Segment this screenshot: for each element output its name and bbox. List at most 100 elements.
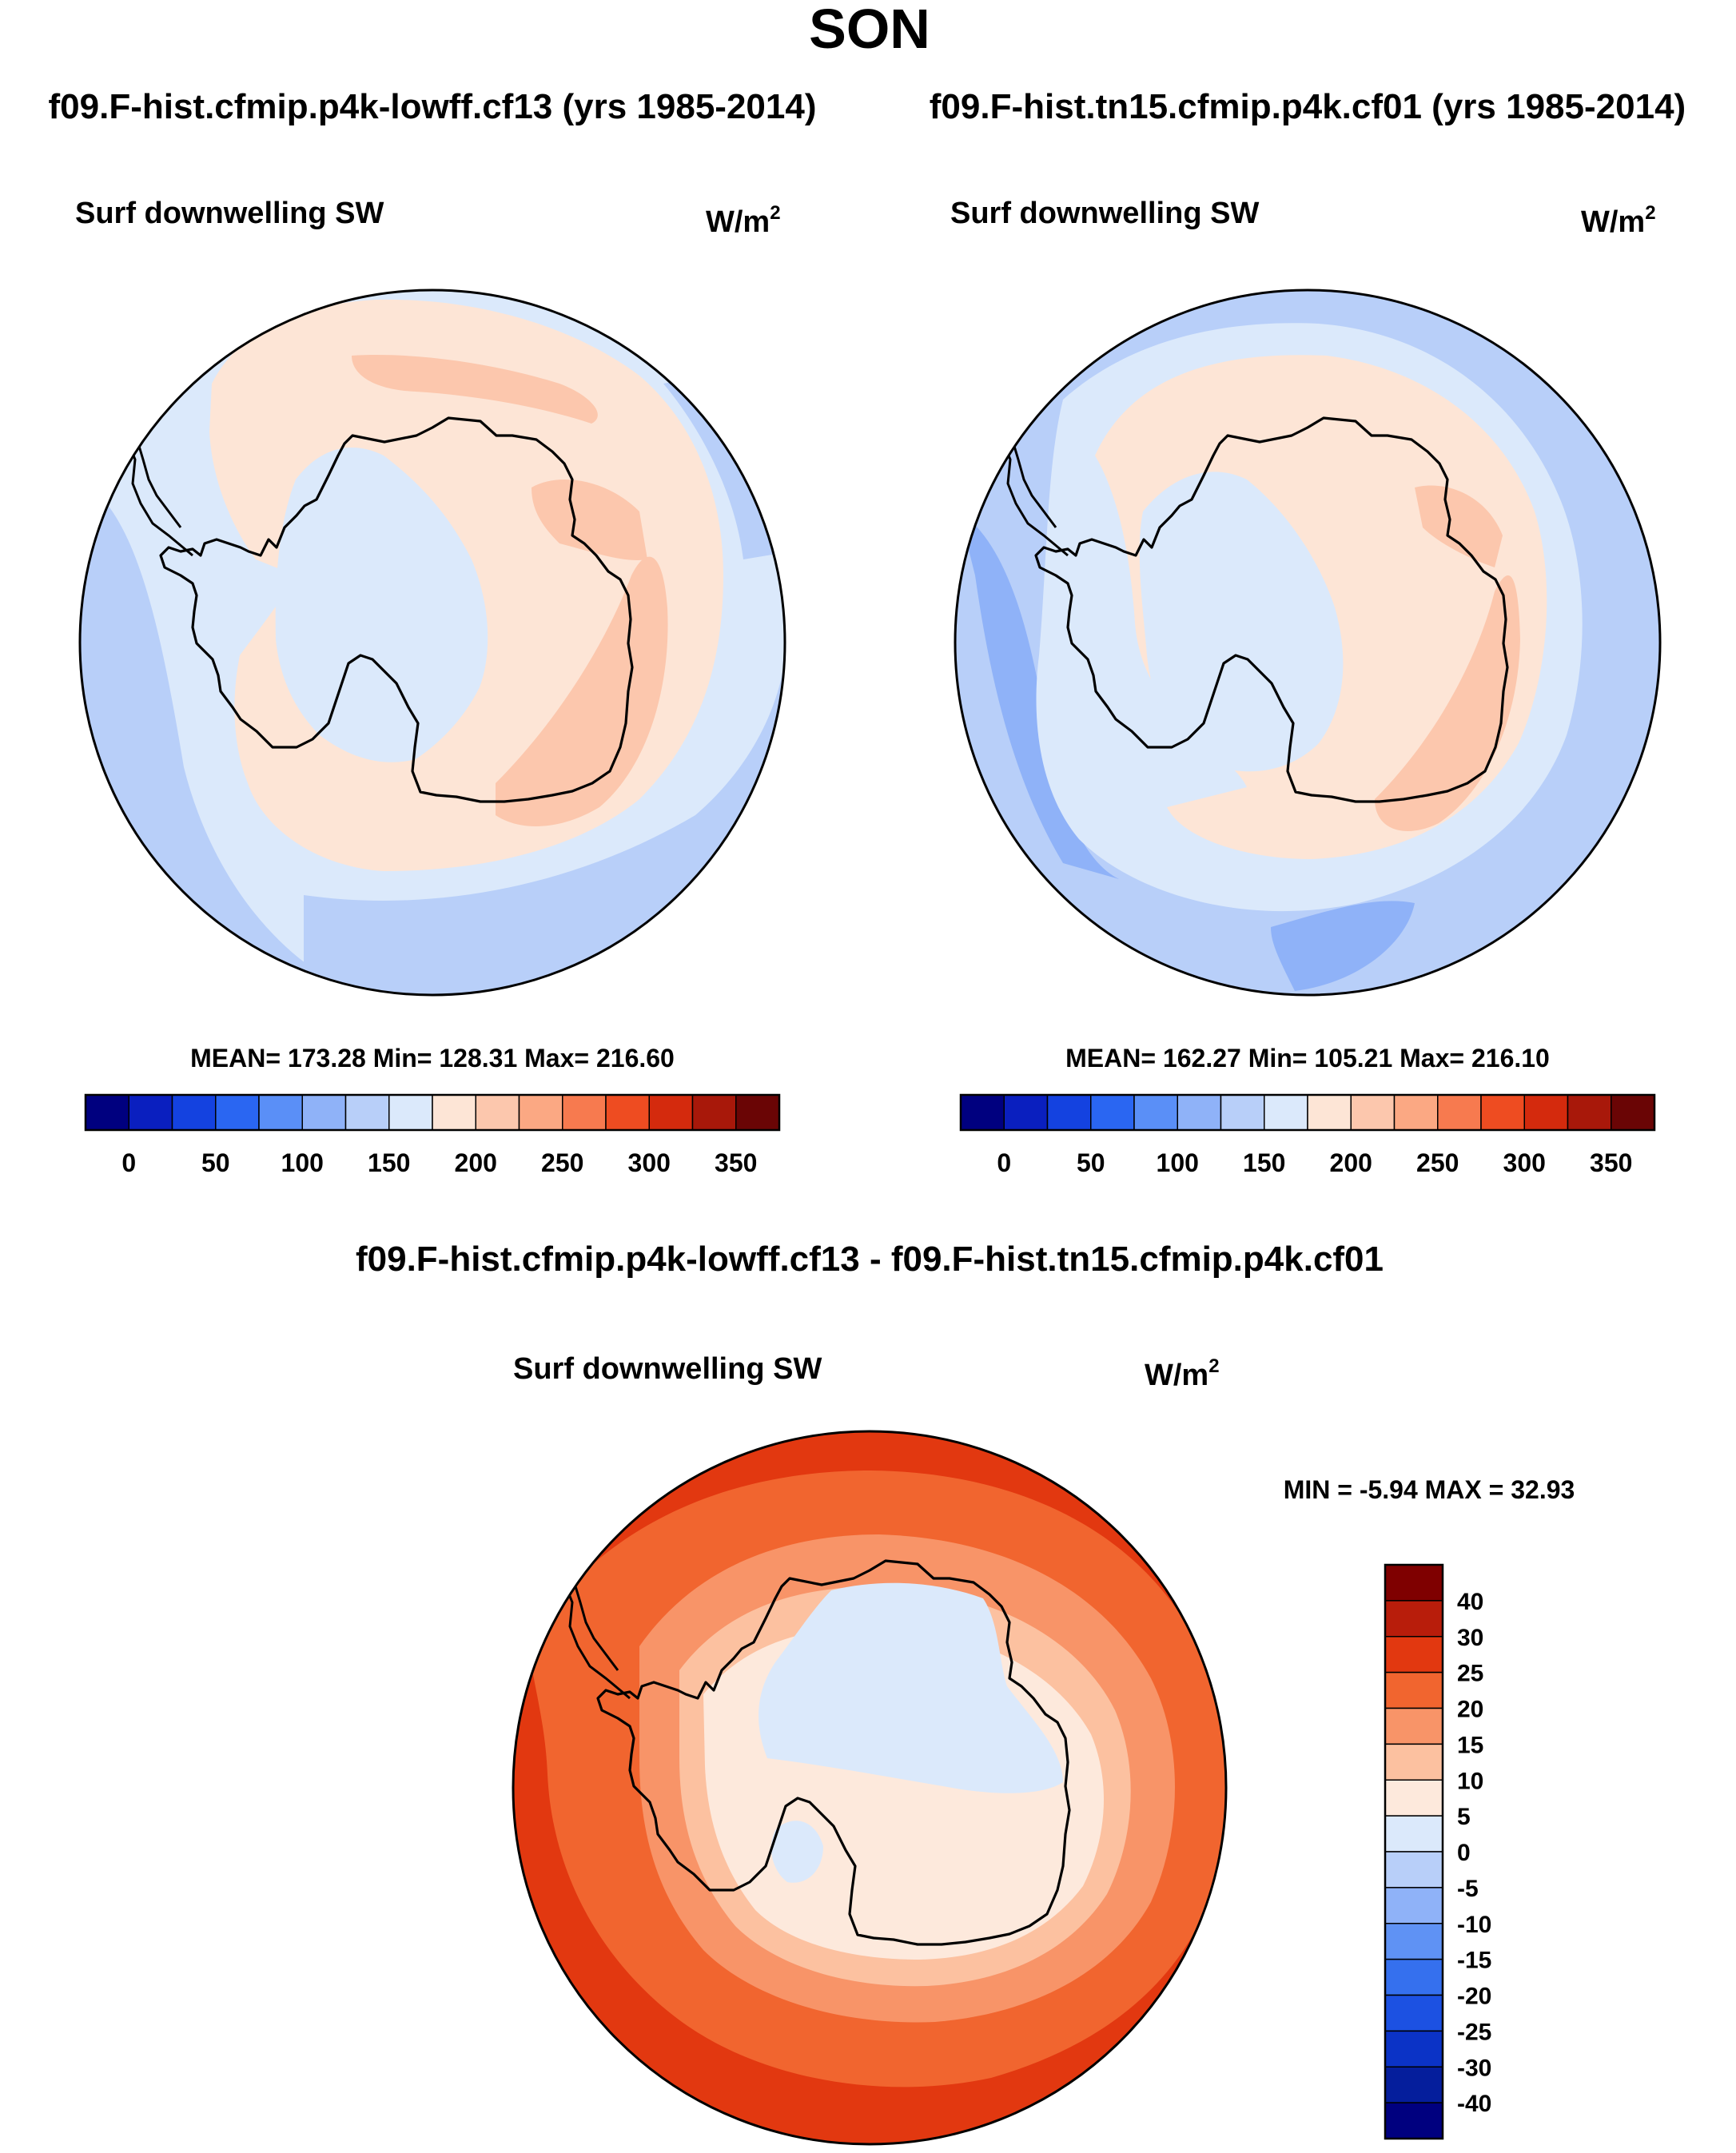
colorbar-swatch <box>258 1094 303 1131</box>
colorbar-swatch <box>1393 1094 1439 1131</box>
colorbar-swatch <box>301 1094 347 1131</box>
colorbar-swatch <box>605 1094 650 1131</box>
colorbar-swatch <box>128 1094 173 1131</box>
colorbar-tick-label: 100 <box>1157 1148 1199 1177</box>
colorbar-tick-label: 5 <box>1457 1804 1471 1830</box>
stats-right: MEAN= 162.27 Min= 105.21 Max= 216.10 <box>1065 1044 1550 1073</box>
colorbar-swatch <box>1523 1094 1569 1131</box>
colorbar-tick-label: -10 <box>1457 1912 1491 1938</box>
colorbar-swatch <box>1384 1851 1443 1888</box>
colorbar-swatch <box>1384 1923 1443 1960</box>
colorbar-tick-label: 200 <box>455 1148 497 1177</box>
polar-map-left <box>80 290 785 995</box>
colorbar-tick-label: 15 <box>1457 1732 1483 1758</box>
units-label-diff: W/m2 <box>1145 1355 1220 1392</box>
colorbar-left: 0 50 100 150 200 250 300 350 <box>84 1093 781 1177</box>
colorbar-swatch <box>432 1094 476 1131</box>
colorbar-swatch <box>1177 1094 1222 1131</box>
colorbar-tick-label: 10 <box>1457 1768 1483 1794</box>
colorbar-tick-label: 350 <box>1590 1148 1632 1177</box>
colorbar-swatch <box>1090 1094 1135 1131</box>
colorbar-tick-label: 50 <box>1077 1148 1105 1177</box>
colorbar-swatch <box>85 1094 129 1131</box>
colorbar-swatch <box>215 1094 260 1131</box>
colorbar-swatch <box>1437 1094 1482 1131</box>
colorbar-swatch <box>518 1094 563 1131</box>
colorbar-swatch <box>1384 1743 1443 1781</box>
colorbar-swatch <box>1384 2066 1443 2103</box>
polar-map-diff <box>513 1431 1226 2144</box>
colorbar-swatch <box>1384 1636 1443 1673</box>
colorbar-swatch <box>735 1094 780 1131</box>
colorbar-tick-label: 300 <box>628 1148 671 1177</box>
colorbar-tick-label: 350 <box>715 1148 757 1177</box>
colorbar-diff: 40 30 25 20 15 10 5 0 -5 -10 -15 -20 -25 -30 -40 <box>1384 1563 1491 2140</box>
units-label-left: W/m2 <box>706 202 781 239</box>
colorbar-swatch <box>1384 1994 1443 2032</box>
colorbar-swatch <box>1384 1707 1443 1745</box>
colorbar-swatch <box>1384 2030 1443 2067</box>
colorbar-swatch <box>648 1094 694 1131</box>
colorbar-swatch <box>1480 1094 1525 1131</box>
colorbar-tick-label: 30 <box>1457 1625 1483 1651</box>
map-panel-left: Surf downwelling SW W/m2 MEAN= 173.28 Mi… <box>75 197 786 1177</box>
map-panel-right: Surf downwelling SW W/m2 MEAN= 162.27 Mi… <box>950 197 1662 1177</box>
colorbar-swatch <box>1307 1094 1352 1131</box>
colorbar-tick-label: 200 <box>1330 1148 1372 1177</box>
colorbar-swatch <box>1133 1094 1178 1131</box>
colorbar-tick-label: 0 <box>997 1148 1011 1177</box>
colorbar-swatch <box>1264 1094 1308 1131</box>
colorbar-tick-label: -40 <box>1457 2091 1491 2117</box>
units-label-right: W/m2 <box>1581 202 1656 239</box>
colorbar-swatch <box>1384 1779 1443 1817</box>
colorbar-right: 0 50 100 150 200 250 300 350 <box>959 1093 1656 1177</box>
colorbar-swatch <box>344 1094 390 1131</box>
colorbar-swatch <box>1046 1094 1092 1131</box>
colorbar-swatch <box>960 1094 1005 1131</box>
colorbar-tick-label: 150 <box>368 1148 410 1177</box>
colorbar-swatch <box>1220 1094 1265 1131</box>
colorbar-swatch <box>1384 1564 1443 1602</box>
polar-map-right <box>955 290 1660 995</box>
colorbar-tick-label: 250 <box>1416 1148 1459 1177</box>
colorbar-swatch <box>388 1094 433 1131</box>
colorbar-tick-label: 0 <box>1457 1840 1471 1866</box>
colorbar-swatch <box>562 1094 607 1131</box>
colorbar-swatch <box>1350 1094 1396 1131</box>
stats-left: MEAN= 173.28 Min= 128.31 Max= 216.60 <box>190 1044 675 1073</box>
colorbar-tick-label: 250 <box>541 1148 583 1177</box>
variable-label-left: Surf downwelling SW <box>75 197 384 230</box>
colorbar-tick-label: 25 <box>1457 1661 1483 1687</box>
colorbar-tick-label: 50 <box>201 1148 230 1177</box>
colorbar-swatch <box>1567 1094 1612 1131</box>
colorbar-swatch <box>1384 1887 1443 1924</box>
case-title-diff: f09.F-hist.cfmip.p4k-lowff.cf13 - f09.F-… <box>356 1240 1384 1279</box>
colorbar-tick-label: 0 <box>121 1148 136 1177</box>
colorbar-swatch <box>1384 2102 1443 2139</box>
variable-label-diff: Surf downwelling SW <box>513 1352 822 1386</box>
colorbar-tick-label: 40 <box>1457 1589 1483 1615</box>
colorbar-tick-label: -15 <box>1457 1948 1491 1974</box>
case-title-right: f09.F-hist.tn15.cfmip.p4k.cf01 (yrs 1985… <box>930 87 1686 126</box>
colorbar-tick-label: -25 <box>1457 2019 1491 2045</box>
case-title-left: f09.F-hist.cfmip.p4k-lowff.cf13 (yrs 198… <box>49 87 817 126</box>
colorbar-swatch <box>1384 1958 1443 1996</box>
colorbar-tick-label: 100 <box>281 1148 324 1177</box>
colorbar-tick-label: 20 <box>1457 1697 1483 1723</box>
colorbar-swatch <box>1611 1094 1655 1131</box>
colorbar-tick-label: 300 <box>1503 1148 1546 1177</box>
colorbar-swatch <box>691 1094 737 1131</box>
variable-label-right: Surf downwelling SW <box>950 197 1259 230</box>
colorbar-tick-label: -5 <box>1457 1876 1479 1902</box>
colorbar-swatch <box>1384 1671 1443 1709</box>
colorbar-swatch <box>1384 1600 1443 1638</box>
colorbar-swatch <box>1384 1815 1443 1853</box>
map-panel-diff: f09.F-hist.cfmip.p4k-lowff.cf13 - f09.F-… <box>356 1240 1575 2146</box>
colorbar-swatch <box>475 1094 520 1131</box>
colorbar-swatch <box>171 1094 217 1131</box>
colorbar-tick-label: 150 <box>1243 1148 1285 1177</box>
stats-diff: MIN = -5.94 MAX = 32.93 <box>1284 1475 1575 1504</box>
season-title: SON <box>809 0 930 60</box>
colorbar-swatch <box>1003 1094 1049 1131</box>
